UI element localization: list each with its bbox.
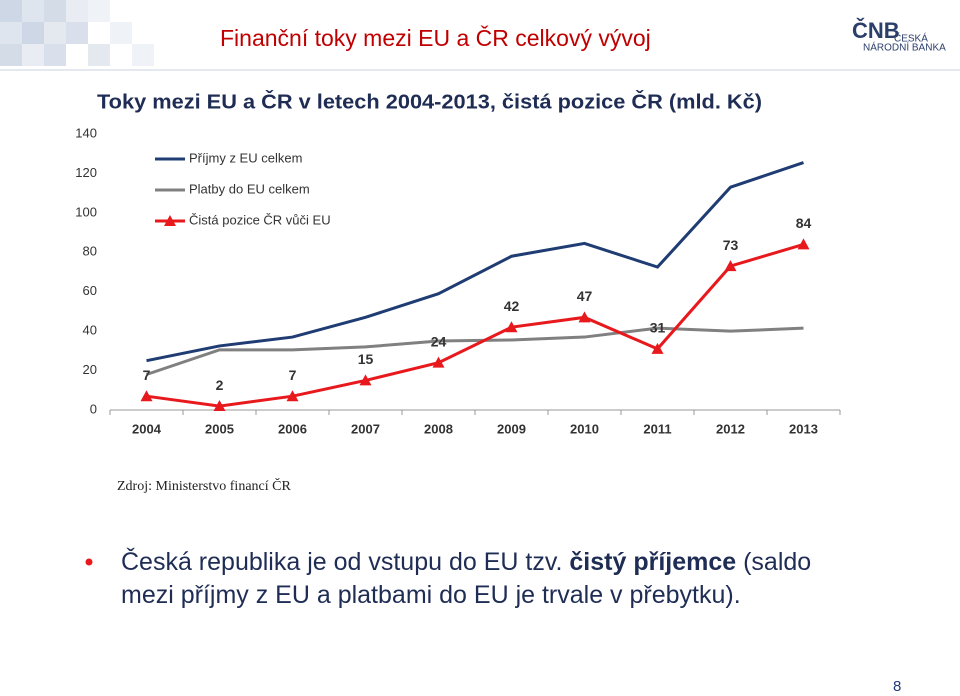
- x-tick-label: 2008: [424, 421, 453, 436]
- marker: [724, 260, 737, 272]
- series-line: [146, 161, 804, 363]
- chart-title: Toky mezi EU a ČR v letech 2004-2013, či…: [97, 89, 762, 113]
- y-tick-label: 140: [75, 125, 97, 140]
- data-label: 42: [504, 298, 520, 314]
- y-tick-label: 0: [90, 401, 97, 416]
- logo-text: ČESKÁ: [894, 32, 928, 45]
- text: Česká republika je od vstupu do EU tzv.: [121, 548, 570, 576]
- legend-label: Platby do EU celkem: [189, 181, 310, 196]
- data-label: 2: [216, 377, 224, 393]
- data-label: 31: [650, 320, 666, 336]
- data-label: 47: [577, 288, 593, 304]
- source: Zdroj: Ministerstvo financí ČR: [117, 477, 291, 494]
- legend-label: Příjmy z EU celkem: [189, 150, 302, 165]
- x-tick-label: 2005: [205, 421, 234, 436]
- data-label: 73: [723, 237, 739, 253]
- logo-text: NÁRODNÍ BANKA: [863, 41, 946, 54]
- x-tick-label: 2010: [570, 421, 599, 436]
- page-number: 8: [893, 678, 901, 695]
- text-bold: čistý příjemce: [569, 548, 737, 576]
- data-label: 15: [358, 351, 374, 367]
- text: (saldo mezi příjmy z EU a platbami do EU…: [121, 548, 812, 609]
- series-line: [146, 242, 804, 408]
- data-label: 7: [289, 367, 297, 383]
- x-tick-label: 2009: [497, 421, 526, 436]
- marker: [286, 390, 299, 402]
- marker: [213, 400, 226, 412]
- mosaic: [0, 0, 154, 66]
- marker: [359, 374, 372, 386]
- x-tick-label: 2012: [716, 421, 745, 436]
- data-label: 24: [431, 333, 447, 349]
- y-tick-label: 40: [83, 323, 97, 338]
- logo-mark: ČNB: [852, 18, 900, 43]
- x-tick-label: 2007: [351, 421, 380, 436]
- x-tick-label: 2004: [132, 421, 162, 436]
- bullet-dot: [85, 558, 93, 566]
- y-tick-label: 20: [83, 362, 97, 377]
- x-tick-label: 2013: [789, 421, 818, 436]
- slide-title: Finanční toky mezi EU a ČR celkový vývoj: [220, 24, 651, 51]
- y-tick-label: 100: [75, 204, 97, 219]
- x-tick-label: 2011: [643, 421, 671, 436]
- y-tick-label: 120: [75, 165, 97, 180]
- data-label: 7: [143, 367, 151, 383]
- marker: [578, 311, 591, 323]
- x-tick-label: 2006: [278, 421, 307, 436]
- marker: [651, 342, 664, 354]
- marker: [140, 390, 153, 402]
- y-tick-label: 80: [83, 244, 97, 259]
- data-label: 84: [796, 215, 812, 231]
- legend-label: Čistá pozice ČR vůči EU: [189, 212, 331, 227]
- marker: [432, 356, 445, 368]
- bullet-text: Česká republika je od vstupu do EU tzv. …: [121, 546, 861, 612]
- series-line: [146, 326, 804, 376]
- marker: [797, 238, 810, 250]
- marker: [505, 321, 518, 333]
- legend-marker: [164, 215, 176, 226]
- y-tick-label: 60: [83, 283, 97, 298]
